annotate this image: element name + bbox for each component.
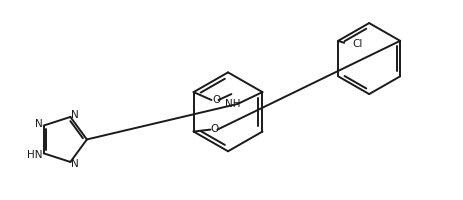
- Text: O: O: [210, 124, 218, 134]
- Text: Cl: Cl: [351, 39, 362, 49]
- Text: N: N: [35, 119, 43, 129]
- Text: HN: HN: [27, 150, 43, 160]
- Text: O: O: [212, 95, 220, 105]
- Text: NH: NH: [225, 99, 240, 109]
- Text: N: N: [71, 110, 79, 120]
- Text: N: N: [71, 159, 79, 169]
